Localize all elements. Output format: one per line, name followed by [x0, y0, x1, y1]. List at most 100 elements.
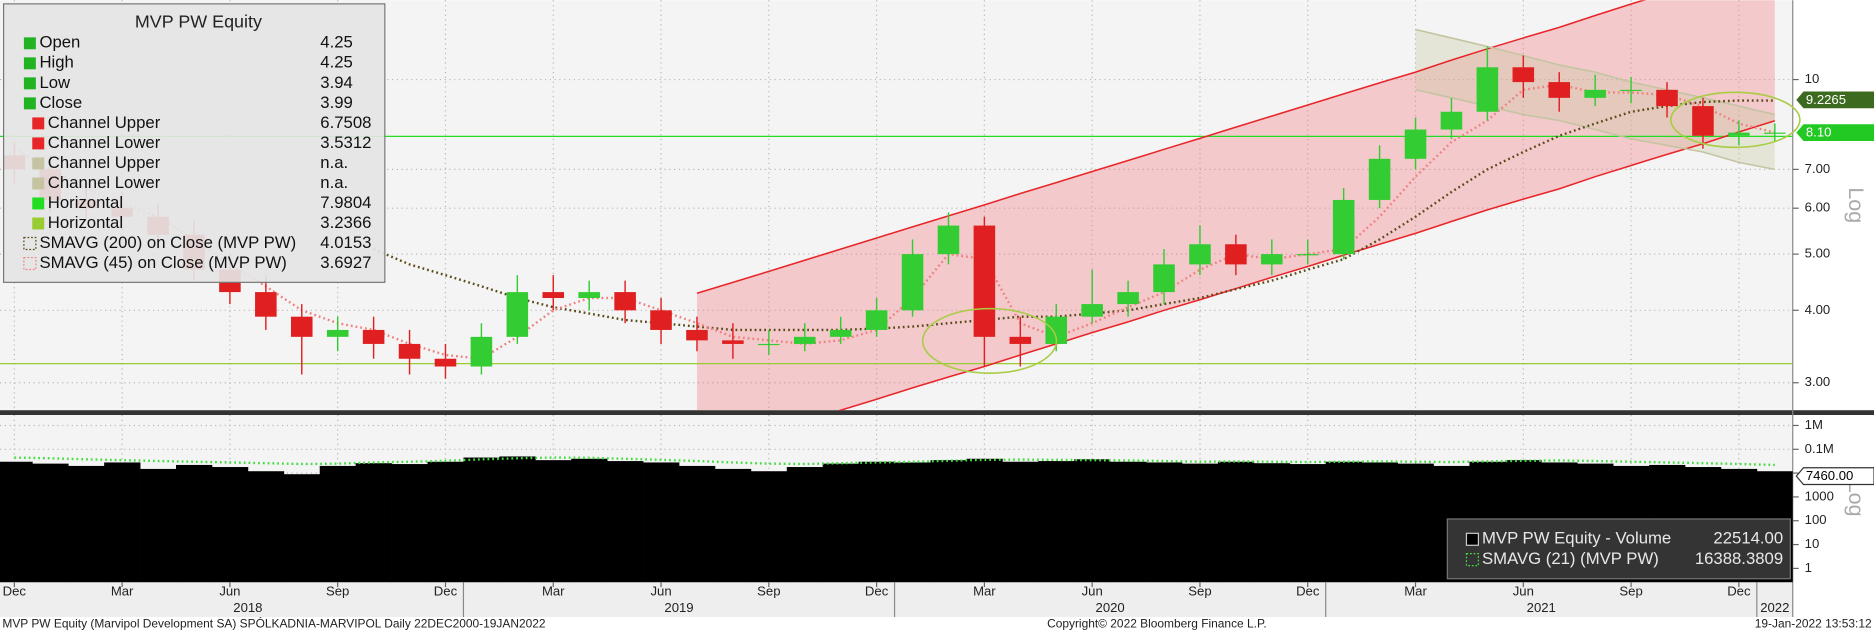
volume-bar	[1038, 461, 1075, 583]
legend-value: 3.5312	[320, 133, 371, 152]
candle-body	[1728, 132, 1750, 136]
legend-swatch	[1465, 532, 1480, 546]
x-tick-label: Mar	[973, 583, 996, 598]
volume-bar	[211, 467, 249, 583]
volume-bar	[822, 463, 860, 583]
legend-label: Channel Upper	[48, 153, 161, 172]
candle-body	[434, 358, 457, 367]
legend-value: n.a.	[320, 173, 348, 192]
candle-body	[650, 310, 672, 330]
x-tick-label: Mar	[1404, 583, 1427, 598]
candle-body	[326, 329, 349, 337]
volume-bar	[750, 471, 788, 583]
candle-body	[614, 292, 636, 311]
candle-body	[1045, 316, 1068, 344]
candle-body	[1620, 89, 1642, 92]
legend-label: Channel Lower	[48, 173, 161, 192]
volume-bar	[176, 464, 213, 583]
legend-label: MVP PW Equity - Volume	[1482, 529, 1671, 548]
price-plot	[0, 0, 1793, 411]
candle-body	[973, 225, 996, 337]
y-axis-label: Log	[1844, 481, 1868, 517]
volume-bar	[1181, 463, 1219, 583]
x-tick-label: Sep	[1619, 583, 1642, 598]
legend-value: 4.25	[320, 53, 353, 72]
y-tick-label: 1000	[1805, 488, 1834, 503]
channel-fill	[696, 0, 1775, 411]
annotations	[921, 91, 1801, 374]
x-tick-label: Dec	[3, 583, 27, 598]
x-tick-label: Mar	[542, 583, 565, 598]
legend-value: 3.2366	[320, 213, 371, 232]
volume-bar	[930, 460, 967, 583]
volume-bar	[1074, 459, 1111, 583]
volume-bar	[643, 462, 680, 583]
series-line	[1415, 89, 1775, 171]
candle-body	[829, 329, 852, 337]
x-year-label: 2019	[664, 600, 693, 615]
volume-bar	[1110, 461, 1147, 583]
candle-body	[1117, 292, 1139, 305]
candle-body	[901, 254, 924, 311]
x-year-label: 2018	[233, 600, 262, 615]
series-line	[14, 456, 1775, 467]
candle-body	[1764, 132, 1786, 134]
legend-value: 3.94	[320, 73, 353, 92]
x-tick-label: Dec	[1727, 583, 1751, 598]
candle-body	[1692, 106, 1714, 136]
value-tag	[1796, 91, 1874, 109]
legend-swatch	[23, 37, 36, 50]
legend-label: SMAVG (200) on Close (MVP PW)	[39, 233, 296, 252]
footer-timestamp: 19-Jan-2022 13:53:12	[1755, 616, 1872, 630]
footer-source: MVP PW Equity (Marvipol Development SA) …	[2, 615, 546, 630]
x-year-label: 2021	[1527, 600, 1556, 615]
candle-body	[470, 336, 493, 367]
candle-body	[937, 225, 960, 255]
volume-bar	[1397, 463, 1434, 583]
x-tick-label: Jun	[650, 583, 671, 598]
y-tick-label: 7.00	[1805, 161, 1831, 176]
volume-bar	[104, 462, 141, 583]
candle-body	[1153, 264, 1175, 293]
volume-bar	[319, 465, 357, 583]
legend-swatch	[1465, 553, 1480, 567]
y-tick-label: 1	[1805, 560, 1812, 575]
y-tick-label: 4.00	[1805, 302, 1831, 317]
y-tick-label: 1M	[1805, 417, 1823, 432]
legend-label: Low	[39, 73, 71, 92]
volume-bar	[1325, 461, 1362, 583]
legend-label: SMAVG (45) on Close (MVP PW)	[39, 253, 286, 272]
x-tick-label: Sep	[1188, 583, 1211, 598]
candle-body	[1440, 111, 1463, 130]
candle-body	[1189, 244, 1211, 265]
volume-bar	[247, 471, 285, 583]
legend-value: n.a.	[320, 153, 348, 172]
volume-bar	[894, 462, 931, 583]
candle-body	[1368, 158, 1391, 200]
volume-bar	[858, 461, 895, 583]
candle-body	[865, 310, 888, 330]
x-tick-label: Jun	[219, 583, 240, 598]
x-year-label: 2022	[1760, 600, 1789, 615]
volume-plot	[0, 456, 1793, 583]
legend-swatch	[23, 236, 37, 251]
volume-bar	[714, 468, 752, 583]
highlight-ellipse	[1670, 91, 1801, 149]
x-tick-label: Sep	[326, 583, 349, 598]
legend-label: Channel Upper	[48, 113, 161, 132]
legend-label: Horizontal	[48, 193, 123, 212]
candle-body	[398, 343, 421, 359]
volume-bar	[68, 465, 105, 583]
legend-swatch	[32, 117, 45, 130]
legend-value: 16388.3809	[1695, 549, 1783, 568]
candle-body	[1225, 244, 1247, 265]
volume-bar	[0, 461, 33, 583]
volume-bar	[966, 458, 1003, 583]
candle-body	[1404, 129, 1427, 159]
legend-label: Open	[39, 33, 80, 52]
value-tag-label: 8.10	[1806, 125, 1832, 140]
candle-body	[542, 292, 565, 299]
panel-divider	[0, 410, 1874, 416]
candle-body	[1081, 304, 1103, 317]
